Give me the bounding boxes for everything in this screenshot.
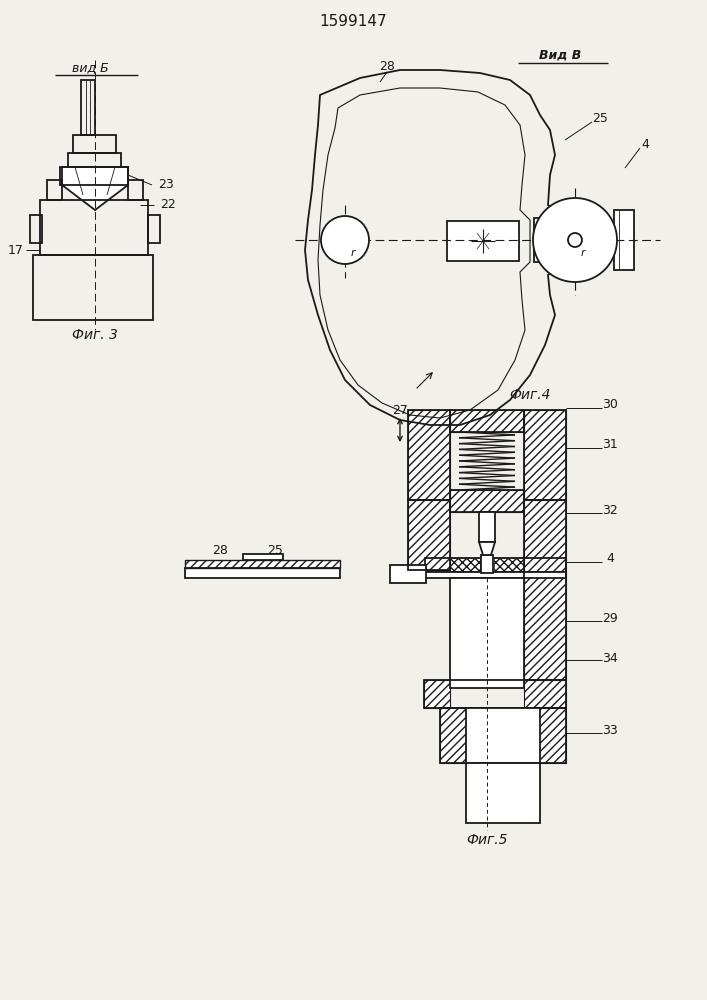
- Polygon shape: [479, 542, 495, 555]
- Bar: [68, 153, 121, 167]
- Text: 17: 17: [8, 243, 24, 256]
- Bar: [425, 558, 566, 572]
- Bar: [408, 500, 450, 570]
- Bar: [524, 708, 566, 763]
- Text: Вид В: Вид В: [539, 48, 581, 62]
- Bar: [450, 578, 524, 688]
- Text: 25: 25: [592, 111, 608, 124]
- Bar: [450, 410, 524, 432]
- Bar: [185, 560, 340, 568]
- Text: 27: 27: [392, 403, 408, 416]
- Bar: [128, 180, 143, 200]
- Text: 31: 31: [602, 438, 618, 452]
- Bar: [524, 410, 566, 500]
- Bar: [40, 200, 148, 255]
- Bar: [481, 555, 493, 573]
- Bar: [450, 490, 524, 512]
- Bar: [424, 680, 450, 708]
- Circle shape: [321, 216, 369, 264]
- Bar: [425, 572, 566, 578]
- Bar: [408, 410, 450, 500]
- Bar: [81, 80, 95, 135]
- Bar: [33, 255, 153, 320]
- Text: 29: 29: [602, 611, 618, 624]
- Bar: [425, 558, 480, 572]
- Bar: [440, 708, 466, 763]
- Text: 32: 32: [602, 504, 618, 516]
- Bar: [447, 221, 519, 261]
- Bar: [148, 215, 160, 243]
- Bar: [60, 167, 128, 185]
- Polygon shape: [62, 167, 128, 210]
- Text: вид Б: вид Б: [71, 62, 108, 75]
- Bar: [534, 218, 550, 262]
- Text: Фиг. 3: Фиг. 3: [72, 328, 118, 342]
- Text: r: r: [580, 248, 585, 258]
- Bar: [408, 500, 450, 570]
- Bar: [450, 410, 524, 432]
- Text: Фиг.5: Фиг.5: [466, 833, 508, 847]
- Text: 25: 25: [267, 544, 283, 556]
- Bar: [408, 410, 450, 500]
- Text: 28: 28: [379, 60, 395, 74]
- Bar: [440, 708, 566, 763]
- Bar: [30, 215, 42, 243]
- Text: 28: 28: [212, 544, 228, 556]
- Bar: [524, 500, 566, 680]
- Bar: [424, 680, 566, 708]
- Text: 1599147: 1599147: [319, 14, 387, 29]
- Text: r: r: [351, 248, 356, 258]
- Bar: [390, 565, 426, 583]
- Circle shape: [533, 198, 617, 282]
- Bar: [524, 680, 566, 708]
- Bar: [614, 210, 634, 270]
- Text: 22: 22: [160, 198, 176, 212]
- Bar: [450, 490, 524, 512]
- Bar: [524, 410, 566, 500]
- Bar: [243, 554, 283, 560]
- Bar: [479, 512, 495, 542]
- Text: 34: 34: [602, 652, 618, 664]
- Bar: [466, 763, 540, 823]
- Text: 23: 23: [158, 178, 174, 192]
- Bar: [466, 708, 540, 763]
- Text: 4: 4: [606, 552, 614, 564]
- Bar: [185, 568, 340, 578]
- Circle shape: [568, 233, 582, 247]
- Text: 4: 4: [641, 138, 649, 151]
- Bar: [524, 500, 566, 680]
- Bar: [73, 135, 116, 153]
- Text: Фиг.4: Фиг.4: [509, 388, 551, 402]
- Text: 33: 33: [602, 724, 618, 736]
- Bar: [47, 180, 62, 200]
- Text: 30: 30: [602, 398, 618, 412]
- Bar: [185, 560, 340, 568]
- Bar: [494, 558, 566, 572]
